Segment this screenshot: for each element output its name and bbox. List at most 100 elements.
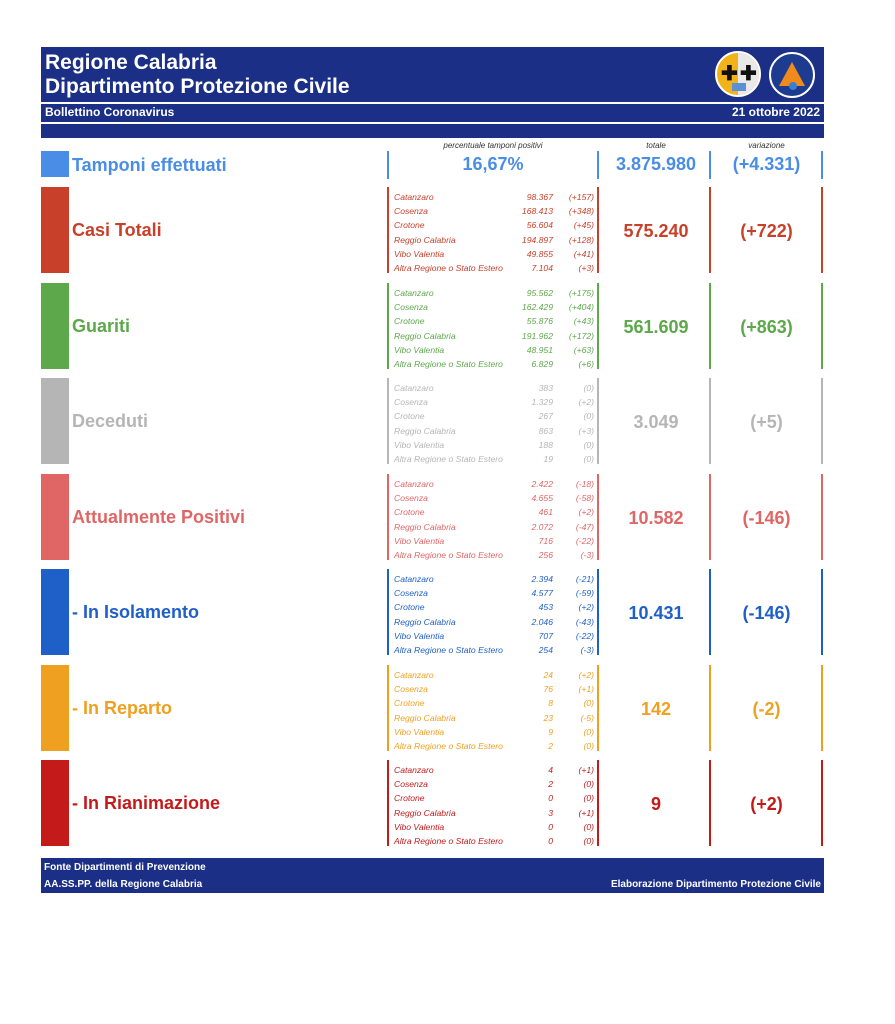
province-value: 194.897 (521, 234, 553, 245)
province-name: Altra Regione o Stato Estero (394, 740, 503, 751)
province-value: 4.577 (531, 588, 553, 599)
province-row: Altra Regione o Stato Estero 254 (-3) (394, 643, 597, 657)
province-variation: (0) (583, 453, 594, 464)
attualmente-positivi-label: Attualmente Positivi (72, 507, 246, 527)
guariti-swatch (41, 283, 69, 369)
tamponi-total: 3.875.980 (615, 154, 697, 174)
province-value: 49.855 (526, 248, 553, 259)
in-reparto-province-list: Catanzaro 24 (+2) Cosenza 76 (+1) Crotone 8 (0) R… (394, 668, 597, 753)
province-row: Reggio Calabria 2.072 (-47) (394, 520, 597, 534)
province-value: 8 (548, 698, 553, 709)
tamponi-percent: 16,67% (462, 154, 524, 174)
province-name: Catanzaro (394, 765, 434, 775)
casi-totali-province-list: Catanzaro 98.367 (+157) Cosenza 168.413 (+348… (394, 190, 597, 275)
province-value: 7.104 (531, 262, 553, 273)
tamponi-label: Tamponi effettuati (72, 155, 227, 175)
province-value: 383 (538, 383, 553, 393)
column-header-variation: variazione (748, 141, 785, 150)
protezione-civile-logo (769, 52, 815, 98)
province-name: Cosenza (394, 302, 428, 313)
province-value: 0 (548, 821, 553, 832)
guariti-label: Guariti (72, 316, 131, 336)
province-value: 23 (543, 712, 553, 723)
province-name: Catanzaro (394, 574, 434, 584)
province-row: Vibo Valentia 49.855 (+41) (394, 247, 597, 261)
province-value: 461 (538, 507, 553, 518)
province-value: 1.329 (531, 397, 553, 408)
footer-banner: Fonte Dipartimenti di Prevenzione AA.SS.… (41, 858, 824, 893)
in-rianimazione-total: 9 (650, 794, 661, 814)
header-banner: Regione Calabria Dipartimento Protezione… (41, 47, 824, 138)
province-name: Cosenza (394, 493, 428, 504)
province-name: Cosenza (394, 684, 428, 695)
guariti-total: 561.609 (623, 317, 689, 337)
section-attualmente-positivi: Attualmente Positivi Catanzaro 2.422 (-18) C… (41, 474, 824, 562)
province-value: 254 (538, 644, 553, 655)
regione-calabria-logo: ✚ ✚ (715, 51, 761, 97)
province-variation: (0) (583, 835, 594, 846)
province-value: 0 (548, 835, 553, 846)
guariti-province-list: Catanzaro 95.562 (+175) Cosenza 162.429 (+404… (394, 286, 597, 371)
province-variation: (0) (583, 383, 594, 393)
province-variation: (0) (583, 740, 594, 751)
province-variation: (+1) (578, 807, 594, 818)
province-row: Crotone 0 (0) (394, 791, 597, 805)
province-name: Cosenza (394, 779, 428, 790)
province-variation: (+2) (578, 397, 594, 408)
province-variation: (0) (583, 793, 594, 804)
guariti-variation: (+863) (740, 317, 793, 337)
province-variation: (+348) (568, 206, 594, 217)
province-row: Catanzaro 2.422 (-18) (394, 477, 597, 491)
in-isolamento-label: - In Isolamento (72, 602, 200, 622)
in-rianimazione-variation: (+2) (750, 794, 783, 814)
province-value: 453 (538, 602, 553, 613)
province-row: Cosenza 4.655 (-58) (394, 491, 597, 505)
province-variation: (+2) (578, 670, 594, 680)
attualmente-positivi-variation: (-146) (742, 508, 791, 528)
province-row: Cosenza 76 (+1) (394, 682, 597, 696)
province-value: 256 (538, 549, 553, 560)
province-value: 707 (538, 630, 553, 641)
province-row: Catanzaro 98.367 (+157) (394, 190, 597, 204)
province-name: Reggio Calabria (394, 807, 456, 818)
province-variation: (0) (583, 439, 594, 450)
province-name: Reggio Calabria (394, 521, 456, 532)
casi-totali-label: Casi Totali (72, 220, 162, 240)
province-row: Vibo Valentia 9 (0) (394, 725, 597, 739)
province-name: Vibo Valentia (394, 344, 445, 355)
province-variation: (+2) (578, 602, 594, 613)
province-name: Reggio Calabria (394, 425, 456, 436)
province-row: Crotone 267 (0) (394, 409, 597, 423)
province-value: 162.429 (521, 302, 553, 313)
tamponi-swatch (41, 151, 69, 177)
province-row: Altra Regione o Stato Estero 6.829 (+6) (394, 357, 597, 371)
attualmente-positivi-swatch (41, 474, 69, 560)
province-value: 48.951 (526, 344, 553, 355)
province-row: Reggio Calabria 2.046 (-43) (394, 615, 597, 629)
tamponi-row: Tamponi effettuati 16,67% 3.875.980 (+4.… (41, 151, 824, 179)
province-variation: (0) (583, 821, 594, 832)
province-name: Vibo Valentia (394, 248, 445, 259)
in-isolamento-province-list: Catanzaro 2.394 (-21) Cosenza 4.577 (-59) Crot… (394, 572, 597, 657)
province-variation: (-18) (575, 479, 594, 489)
province-value: 98.367 (526, 192, 553, 202)
deceduti-total: 3.049 (633, 412, 679, 432)
province-row: Altra Regione o Stato Estero 0 (0) (394, 834, 597, 848)
province-variation: (-22) (575, 535, 594, 546)
province-row: Catanzaro 24 (+2) (394, 668, 597, 682)
column-header-percent: percentuale tamponi positivi (443, 141, 543, 150)
province-value: 2 (548, 779, 553, 790)
province-name: Altra Regione o Stato Estero (394, 644, 503, 655)
province-value: 188 (538, 439, 553, 450)
province-name: Vibo Valentia (394, 439, 445, 450)
province-variation: (+3) (578, 262, 594, 273)
province-name: Reggio Calabria (394, 330, 456, 341)
province-value: 2.394 (531, 574, 553, 584)
attualmente-positivi-province-list: Catanzaro 2.422 (-18) Cosenza 4.655 (-58) Crot… (394, 477, 597, 562)
province-value: 168.413 (521, 206, 553, 217)
province-name: Crotone (394, 507, 425, 518)
province-variation: (+63) (573, 344, 594, 355)
province-name: Vibo Valentia (394, 821, 445, 832)
province-row: Altra Regione o Stato Estero 256 (-3) (394, 548, 597, 562)
province-variation: (+41) (573, 248, 594, 259)
